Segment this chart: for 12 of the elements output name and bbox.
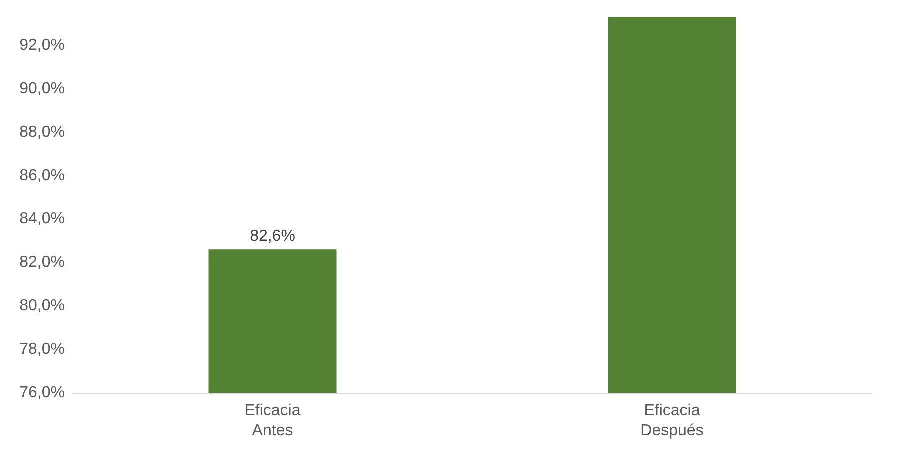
y-tick-label: 88,0% [20, 124, 65, 141]
data-label: 82,6% [250, 228, 296, 246]
y-tick-label: 80,0% [20, 298, 65, 315]
x-tick-label: Eficacia Antes [244, 402, 301, 440]
y-tick-label: 86,0% [20, 167, 65, 184]
y-tick-label: 90,0% [20, 80, 65, 98]
x-tick-label: Eficacia Después [640, 402, 704, 440]
y-tick-label: 92,0% [20, 36, 65, 54]
y-tick-label: 82,0% [20, 254, 65, 272]
y-tick-label: 78,0% [20, 341, 65, 358]
y-tick-label: 76,0% [20, 384, 65, 402]
y-tick-label: 84,0% [20, 210, 65, 228]
